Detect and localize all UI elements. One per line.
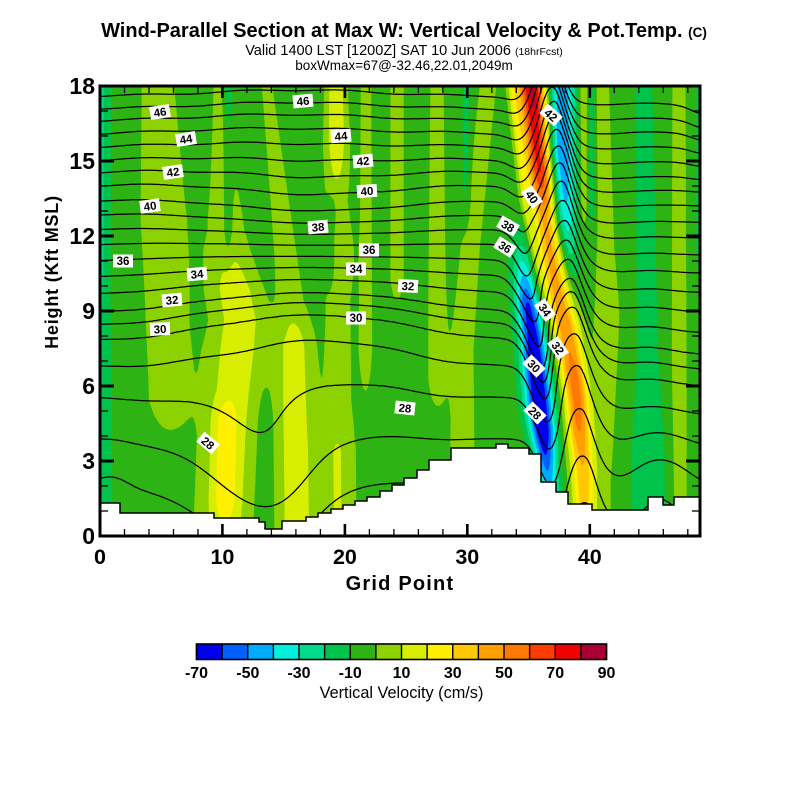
svg-text:36: 36 bbox=[363, 245, 376, 257]
svg-text:15: 15 bbox=[69, 148, 95, 174]
svg-text:70: 70 bbox=[546, 665, 564, 682]
svg-text:34: 34 bbox=[350, 264, 363, 276]
svg-text:32: 32 bbox=[165, 295, 179, 308]
svg-text:9: 9 bbox=[82, 298, 95, 324]
svg-text:34: 34 bbox=[190, 269, 204, 282]
svg-text:Height (Kft MSL): Height (Kft MSL) bbox=[42, 195, 62, 349]
svg-text:Grid Point: Grid Point bbox=[346, 573, 455, 595]
svg-text:30: 30 bbox=[350, 313, 363, 325]
svg-text:36: 36 bbox=[117, 256, 130, 268]
svg-text:46: 46 bbox=[153, 106, 168, 120]
svg-text:10: 10 bbox=[210, 545, 234, 569]
svg-text:40: 40 bbox=[360, 186, 374, 199]
svg-text:40: 40 bbox=[143, 200, 157, 214]
svg-text:-50: -50 bbox=[236, 665, 259, 682]
svg-text:42: 42 bbox=[166, 166, 180, 180]
svg-text:-30: -30 bbox=[287, 665, 310, 682]
svg-text:Valid 1400 LST [1200Z] SAT 10: Valid 1400 LST [1200Z] SAT 10 Jun 2006 (… bbox=[245, 43, 563, 59]
svg-text:30: 30 bbox=[444, 665, 462, 682]
svg-text:32: 32 bbox=[401, 281, 414, 294]
svg-text:42: 42 bbox=[356, 156, 370, 169]
svg-text:30: 30 bbox=[455, 545, 479, 569]
svg-text:44: 44 bbox=[179, 133, 194, 147]
svg-text:38: 38 bbox=[499, 219, 517, 236]
svg-text:3: 3 bbox=[82, 448, 95, 474]
svg-text:44: 44 bbox=[334, 131, 348, 144]
svg-text:36: 36 bbox=[496, 240, 513, 257]
svg-text:20: 20 bbox=[333, 545, 357, 569]
svg-text:46: 46 bbox=[296, 96, 310, 109]
svg-text:Vertical Velocity (cm/s): Vertical Velocity (cm/s) bbox=[320, 684, 484, 702]
svg-text:28: 28 bbox=[398, 403, 413, 416]
svg-text:40: 40 bbox=[578, 545, 602, 569]
svg-text:50: 50 bbox=[495, 665, 513, 682]
svg-text:Wind-Parallel Section at Max W: Wind-Parallel Section at Max W: Vertical… bbox=[101, 20, 707, 42]
svg-text:38: 38 bbox=[311, 222, 325, 235]
svg-text:18: 18 bbox=[69, 73, 95, 99]
svg-text:0: 0 bbox=[94, 545, 106, 569]
svg-text:12: 12 bbox=[69, 223, 95, 249]
svg-text:30: 30 bbox=[153, 324, 166, 337]
svg-text:10: 10 bbox=[393, 665, 411, 682]
svg-text:90: 90 bbox=[598, 665, 616, 682]
svg-text:boxWmax=67@-32.46,22.01,2049m: boxWmax=67@-32.46,22.01,2049m bbox=[295, 58, 512, 73]
svg-text:-10: -10 bbox=[339, 665, 362, 682]
svg-text:6: 6 bbox=[82, 373, 95, 399]
svg-text:-70: -70 bbox=[185, 665, 208, 682]
svg-text:0: 0 bbox=[82, 523, 95, 549]
